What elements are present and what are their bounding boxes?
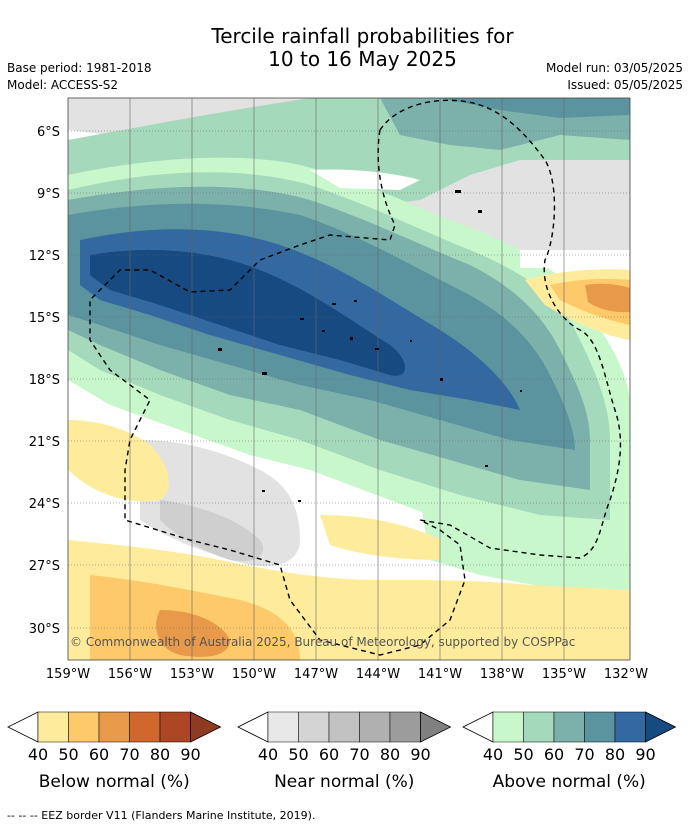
lat-label: 6°S — [37, 125, 60, 140]
colorbar-segment — [553, 711, 585, 743]
colorbar-max-arrow — [420, 711, 452, 743]
colorbar-tick-label: 70 — [349, 745, 369, 764]
colorbar-tick-label: 50 — [288, 745, 308, 764]
colorbar-segment — [614, 711, 646, 743]
colorbar-tick-label: 90 — [180, 745, 200, 764]
lat-label: 24°S — [29, 497, 60, 512]
colorbar-tick-label: 40 — [28, 745, 48, 764]
colorbar-segment — [267, 711, 299, 743]
lon-label: 132°W — [604, 667, 648, 682]
colorbar-tick-label: 60 — [319, 745, 339, 764]
model-run-date: Model run: 03/05/2025 — [545, 61, 683, 75]
colorbar-tick-label: 50 — [58, 745, 78, 764]
colorbar-segment — [37, 711, 69, 743]
lat-label: 21°S — [29, 435, 60, 450]
lat-label: 18°S — [29, 373, 60, 388]
colorbar-min-arrow — [237, 711, 269, 743]
colorbar-segment — [523, 711, 555, 743]
colorbar-segment — [68, 711, 100, 743]
map-field — [68, 98, 630, 660]
colorbar-tick-label: 50 — [513, 745, 533, 764]
lon-label: 156°W — [108, 667, 152, 682]
colorbar-tick-label: 90 — [635, 745, 655, 764]
colorbar-tick-label: 80 — [605, 745, 625, 764]
map-title-line2: 10 to 16 May 2025 — [268, 47, 457, 71]
lat-label: 9°S — [37, 187, 60, 202]
colorbar-tick-label: 80 — [150, 745, 170, 764]
colorbar-segment — [492, 711, 524, 743]
colorbar-tick-label: 90 — [410, 745, 430, 764]
model-name: Model: ACCESS-S2 — [7, 78, 119, 92]
lon-label: 147°W — [294, 667, 338, 682]
colorbar: 40 50 60 70 80 90 Near normal (%) — [237, 711, 452, 792]
lon-label: 138°W — [480, 667, 524, 682]
colorbar-title: Near normal (%) — [274, 772, 414, 792]
colorbar-segment — [129, 711, 161, 743]
eez-border — [89, 99, 622, 656]
lon-label: 141°W — [418, 667, 462, 682]
colorbar-tick-label: 70 — [119, 745, 139, 764]
lon-label: 150°W — [232, 667, 276, 682]
colorbar-tick-label: 80 — [380, 745, 400, 764]
longitude-labels: 159°W 156°W 153°W 150°W 147°W 144°W 141°… — [46, 667, 648, 682]
lon-label: 159°W — [46, 667, 90, 682]
colorbar-segment — [389, 711, 421, 743]
base-period: Base period: 1981-2018 — [7, 61, 152, 75]
colorbar-tick-label: 60 — [89, 745, 109, 764]
colorbar-segment — [159, 711, 191, 743]
colorbars: 40 50 60 70 80 90 Below normal (%) 40 50 60 70 80 90… — [7, 711, 677, 792]
colorbar-segment — [98, 711, 130, 743]
colorbar-segment — [298, 711, 330, 743]
lon-label: 135°W — [542, 667, 586, 682]
islands — [218, 190, 522, 502]
colorbar-segment — [359, 711, 391, 743]
probability-map: 6°S 9°S 12°S 15°S 18°S 21°S 24°S 27°S 30… — [29, 97, 648, 682]
colorbar-title: Above normal (%) — [493, 772, 646, 792]
lat-label: 12°S — [29, 249, 60, 264]
colorbar-max-arrow — [645, 711, 677, 743]
colorbar-tick-label: 40 — [258, 745, 278, 764]
colorbar-segment — [328, 711, 360, 743]
eez-border-note: -- -- -- EEZ border V11 (Flanders Marine… — [7, 809, 316, 822]
colorbar-max-arrow — [190, 711, 222, 743]
lon-label: 144°W — [356, 667, 400, 682]
lat-label: 30°S — [29, 622, 60, 637]
colorbar-min-arrow — [7, 711, 39, 743]
colorbar-tick-label: 40 — [483, 745, 503, 764]
map-title-line1: Tercile rainfall probabilities for — [211, 24, 514, 48]
map-frame — [67, 97, 631, 661]
colorbar-title: Below normal (%) — [39, 772, 190, 792]
lat-label: 27°S — [29, 559, 60, 574]
issued-date: Issued: 05/05/2025 — [567, 78, 683, 92]
colorbar: 40 50 60 70 80 90 Below normal (%) — [7, 711, 222, 792]
colorbar: 40 50 60 70 80 90 Above normal (%) — [462, 711, 677, 792]
colorbar-tick-label: 70 — [574, 745, 594, 764]
colorbar-tick-label: 60 — [544, 745, 564, 764]
colorbar-min-arrow — [462, 711, 494, 743]
latitude-labels: 6°S 9°S 12°S 15°S 18°S 21°S 24°S 27°S 30… — [29, 125, 60, 637]
colorbar-segment — [584, 711, 616, 743]
lat-label: 15°S — [29, 311, 60, 326]
lon-label: 153°W — [170, 667, 214, 682]
copyright-text: © Commonwealth of Australia 2025, Bureau… — [70, 635, 575, 649]
